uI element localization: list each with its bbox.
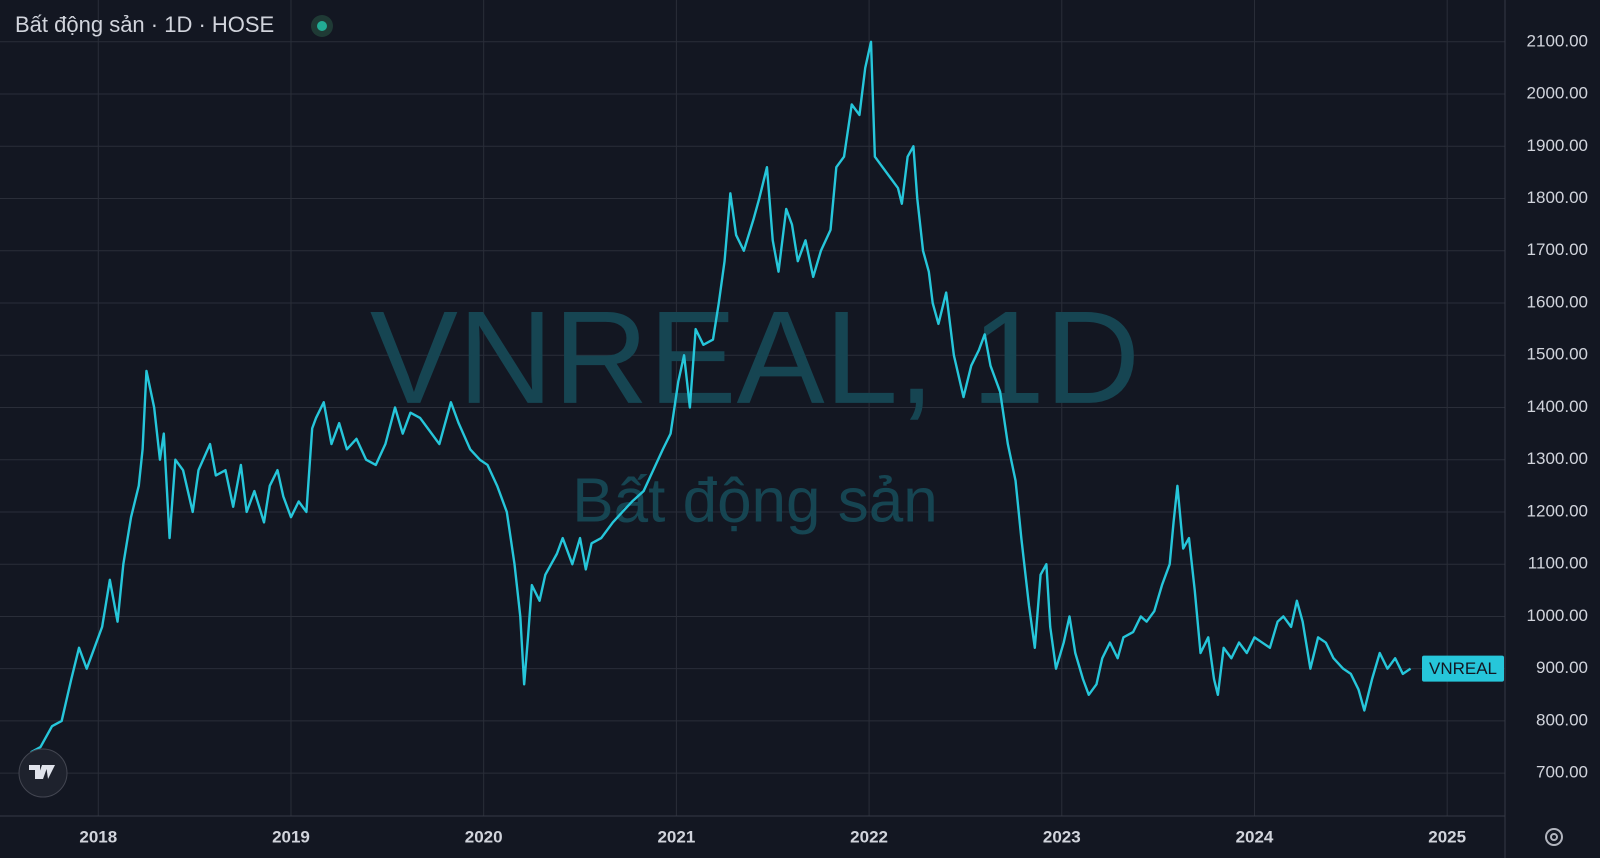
y-tick-label: 2100.00 (1527, 31, 1588, 50)
watermark-subtitle: Bất động sản (572, 466, 937, 535)
x-tick-label: 2020 (465, 827, 503, 846)
y-tick-label: 900.00 (1536, 658, 1588, 677)
y-tick-label: 1000.00 (1527, 606, 1588, 625)
y-tick-label: 800.00 (1536, 710, 1588, 729)
y-tick-label: 1500.00 (1527, 345, 1588, 364)
tv-logo[interactable] (18, 748, 68, 798)
y-tick-label: 1600.00 (1527, 292, 1588, 311)
axes: 700.00 800.00 900.00 1000.00 1100.00 1200.00 1… (79, 31, 1588, 846)
x-tick-label: 2023 (1043, 827, 1081, 846)
x-tick-label: 2022 (850, 827, 888, 846)
y-tick-label: 1300.00 (1527, 449, 1588, 468)
x-tick-label: 2024 (1236, 827, 1274, 846)
settings-gear (1545, 828, 1563, 846)
logo-mark (29, 765, 55, 779)
y-tick-label: 1900.00 (1527, 136, 1588, 155)
chart-title: Bất động sản · 1D · HOSE (15, 12, 274, 37)
price-line (30, 40, 1412, 754)
settings-button[interactable] (1545, 828, 1563, 846)
watermark: VNREAL, 1D (370, 284, 1140, 431)
grid (0, 0, 1505, 816)
settings-hub (1550, 833, 1558, 841)
y-tick-label: 2000.00 (1527, 84, 1588, 103)
x-tick-label: 2025 (1428, 827, 1466, 846)
y-tick-label: 1700.00 (1527, 240, 1588, 259)
price-tag (1422, 655, 1504, 682)
series-label: VNREAL (1429, 659, 1497, 678)
x-tick-label: 2019 (272, 827, 310, 846)
y-tick-label: 700.00 (1536, 763, 1588, 782)
y-tick-label: 1100.00 (1528, 554, 1588, 573)
x-tick-label: 2018 (79, 827, 117, 846)
x-tick-label: 2021 (657, 827, 695, 846)
status-dot (317, 21, 327, 31)
y-tick-label: 1400.00 (1527, 397, 1588, 416)
y-tick-label: 1800.00 (1527, 188, 1588, 207)
y-tick-label: 1200.00 (1527, 501, 1588, 520)
plot (30, 40, 1412, 754)
